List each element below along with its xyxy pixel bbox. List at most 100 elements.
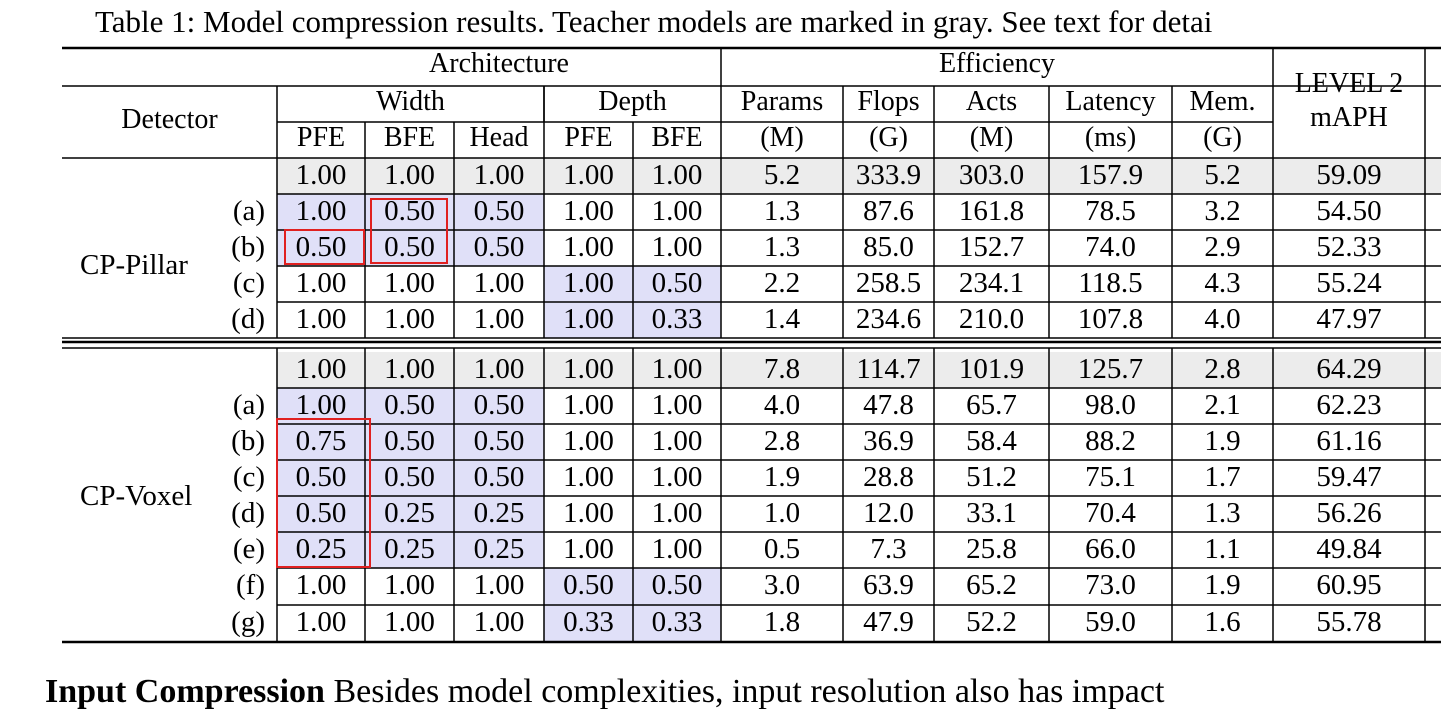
header-efficiency: Efficiency	[938, 48, 1056, 79]
table-caption: Table 1: Model compression results. Teac…	[95, 4, 1213, 39]
table-cell: 1.00	[473, 159, 525, 191]
header-width: Width	[376, 86, 445, 117]
table-cell: 0.25	[473, 533, 525, 565]
table-cell: 0.50	[473, 461, 525, 493]
table-cell: 1.00	[473, 353, 525, 385]
table-cell: 1.00	[384, 353, 435, 385]
table-cell: 52.33	[1316, 231, 1382, 263]
table-cell: 0.25	[473, 497, 525, 529]
table-cell: 12.0	[863, 497, 914, 529]
table-cell: 36.9	[863, 425, 914, 457]
table-cell: 47.97	[1316, 303, 1382, 335]
table-cell: 4.3	[1204, 267, 1241, 299]
header-depth: Depth	[598, 86, 667, 117]
table-cell: 234.6	[855, 303, 922, 335]
table-cell: 1.9	[1204, 425, 1241, 457]
table-cell: 0.50	[473, 425, 525, 457]
table-cell: 1.00	[295, 159, 347, 191]
table-cell: 47.8	[863, 389, 914, 421]
table-cell: 0.50	[651, 569, 703, 601]
table-cell: 78.5	[1085, 195, 1136, 227]
table-cell: 1.00	[651, 461, 703, 493]
table-cell: 0.50	[384, 461, 435, 493]
row-label: (d)	[231, 497, 265, 529]
table-cell: 58.4	[966, 425, 1017, 457]
header-acts-unit: (M)	[969, 122, 1014, 153]
table-cell: 1.9	[1204, 569, 1241, 601]
table-cell: 1.6	[1204, 606, 1241, 638]
table-cell: 74.0	[1085, 231, 1136, 263]
table-cell: 2.8	[1204, 353, 1241, 385]
header-width-bfe: BFE	[383, 122, 436, 153]
table-cell: 1.00	[563, 267, 614, 299]
table-cell: 0.50	[473, 195, 525, 227]
red-highlight-box	[370, 198, 448, 264]
table-cell: 1.00	[651, 195, 703, 227]
table-cell: 73.0	[1085, 569, 1136, 601]
table-cell: 118.5	[1078, 267, 1143, 299]
header-depth-bfe: BFE	[651, 122, 703, 153]
header-width-head: Head	[469, 122, 529, 153]
table-cell: 0.50	[384, 425, 435, 457]
row-label: (b)	[231, 231, 265, 263]
table-cell: 0.50	[295, 497, 347, 529]
header-width-pfe: PFE	[296, 122, 346, 153]
table-cell: 1.3	[763, 231, 801, 263]
table-cell: 49.84	[1316, 533, 1382, 565]
table-cell: 234.1	[958, 267, 1025, 299]
header-params-unit: (M)	[760, 122, 804, 153]
group-label-cp-voxel: CP-Voxel	[80, 480, 193, 512]
row-label: (a)	[232, 389, 265, 421]
table-cell: 1.00	[384, 569, 435, 601]
table-cell: 2.9	[1204, 231, 1241, 263]
table-cell: 60.95	[1316, 569, 1382, 601]
table-cell: 152.7	[958, 231, 1025, 263]
red-highlight-box	[276, 418, 371, 568]
table-cell: 0.50	[384, 389, 435, 421]
table-cell: 0.25	[384, 497, 435, 529]
table-cell: 0.5	[763, 533, 801, 565]
table-cell: 5.2	[763, 159, 801, 191]
table-cell: 0.25	[384, 533, 435, 565]
table-cell: 1.00	[384, 606, 435, 638]
table-cell: 2.2	[763, 267, 801, 299]
table-cell: 0.50	[295, 231, 347, 263]
table-cell: 1.00	[384, 267, 435, 299]
table-cell: 33.1	[966, 497, 1017, 529]
header-latency-unit: (ms)	[1084, 122, 1137, 153]
row-label: (g)	[231, 606, 265, 638]
group-label-cp-pillar: CP-Pillar	[80, 249, 188, 281]
table-cell: 1.00	[651, 389, 703, 421]
row-label: (c)	[232, 267, 265, 299]
table-cell: 85.0	[863, 231, 914, 263]
header-latency: Latency	[1065, 86, 1156, 117]
table-cell: 52.2	[966, 606, 1017, 638]
table-cell: 87.6	[863, 195, 914, 227]
table-cell: 1.00	[563, 425, 614, 457]
table-cell: 1.00	[295, 267, 347, 299]
table-cell: 1.00	[295, 353, 347, 385]
table-cell: 1.00	[651, 425, 703, 457]
table-cell: 0.25	[295, 533, 347, 565]
table-cell: 1.1	[1204, 533, 1241, 565]
table-cell: 101.9	[958, 353, 1025, 385]
table-cell: 1.00	[563, 389, 614, 421]
table-cell: 0.33	[651, 303, 703, 335]
table-cell: 1.00	[651, 159, 703, 191]
table-cell: 1.00	[651, 231, 703, 263]
table-cell: 1.00	[563, 195, 614, 227]
table-cell: 1.8	[763, 606, 801, 638]
table-cell: 1.00	[473, 606, 525, 638]
table-cell: 7.8	[763, 353, 801, 385]
table-cell: 7.3	[870, 533, 907, 565]
table-cell: 47.9	[863, 606, 914, 638]
table-cell: 61.16	[1316, 425, 1382, 457]
table-cell: 157.9	[1077, 159, 1144, 191]
table-cell: 3.2	[1204, 195, 1241, 227]
table-cell: 1.00	[651, 353, 703, 385]
table-cell: 55.24	[1316, 267, 1382, 299]
table-cell: 1.00	[563, 461, 614, 493]
table-cell: 65.7	[966, 389, 1017, 421]
table-cell: 303.0	[958, 159, 1025, 191]
table-cell: 1.9	[763, 461, 801, 493]
